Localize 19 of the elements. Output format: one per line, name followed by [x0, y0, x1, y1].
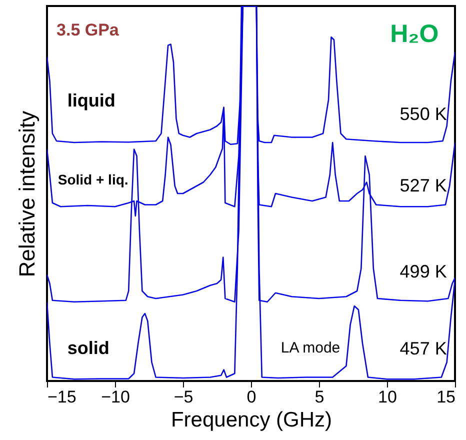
series-label: 457 K: [400, 338, 447, 358]
y-axis-title: Relative intensity: [14, 110, 40, 278]
x-tick-label: −15: [48, 388, 76, 406]
annotation: liquid: [67, 90, 116, 111]
annotation: 3.5 GPa: [56, 20, 120, 40]
x-tick-label: 0: [246, 388, 256, 406]
series-label: 550 K: [400, 104, 447, 124]
x-tick-label: 10: [378, 388, 397, 406]
x-tick-label: 15: [436, 388, 456, 406]
x-tick-label: 5: [314, 388, 324, 406]
annotation: Solid + liq.: [58, 171, 128, 188]
x-tick-label: −5: [174, 388, 194, 406]
x-axis-title: Frequency (GHz): [170, 408, 332, 432]
x-tick-label: −10: [101, 388, 130, 406]
series-label: 499 K: [400, 261, 447, 282]
annotation: solid: [67, 338, 110, 358]
annotation: H₂O: [390, 20, 439, 48]
series-label: 527 K: [400, 175, 447, 196]
annotation: LA mode: [280, 339, 340, 356]
